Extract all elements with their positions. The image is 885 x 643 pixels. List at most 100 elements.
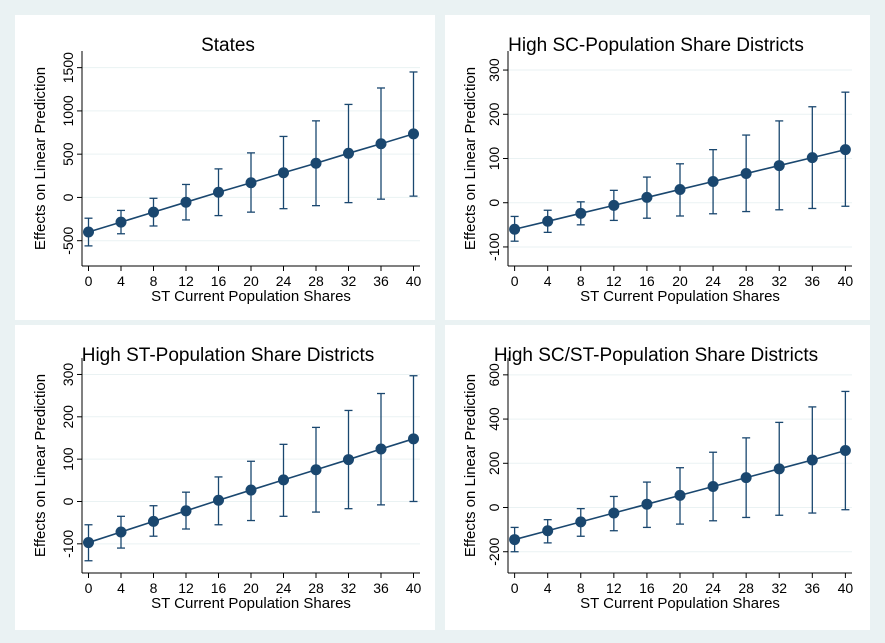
x-tick-label: 40 <box>838 580 854 596</box>
x-tick-label: 20 <box>672 580 688 596</box>
x-tick-label: 4 <box>544 273 552 289</box>
x-tick-label: 28 <box>738 273 754 289</box>
x-tick-label: 40 <box>406 273 422 289</box>
x-tick-label: 4 <box>117 273 125 289</box>
y-tick-label: 200 <box>60 405 76 429</box>
x-tick-label: 24 <box>705 580 721 596</box>
data-point <box>575 516 587 528</box>
y-tick-label: 1000 <box>60 95 76 126</box>
data-point <box>180 196 192 208</box>
data-point <box>509 534 521 546</box>
x-tick-label: 32 <box>341 273 357 289</box>
data-point <box>83 226 94 238</box>
x-tick-label: 8 <box>577 273 585 289</box>
x-tick-label: 24 <box>276 580 292 596</box>
x-tick-label: 4 <box>544 580 552 596</box>
x-tick-label: 40 <box>406 580 422 596</box>
data-point <box>213 186 224 198</box>
x-tick-label: 32 <box>771 580 787 596</box>
x-tick-label: 28 <box>308 273 324 289</box>
data-point <box>674 489 686 501</box>
data-point <box>278 167 289 179</box>
chart-title: States <box>201 35 255 56</box>
x-tick-label: 16 <box>639 273 655 289</box>
chart-panel-3: -100 0 100 200 300 0 4 8 12 16 20 24 28 32 36 40 High ST… <box>15 325 435 630</box>
x-tick-label: 32 <box>341 580 357 596</box>
data-point <box>839 144 851 156</box>
chart-title: High SC/ST-Population Share Districts <box>494 345 818 366</box>
x-tick-label: 28 <box>738 580 754 596</box>
y-tick-label: -100 <box>486 233 502 261</box>
y-tick-label: 600 <box>486 363 502 387</box>
data-point <box>608 507 620 519</box>
y-tick-label: 100 <box>486 147 502 171</box>
x-tick-label: 24 <box>276 273 292 289</box>
x-tick-label: 0 <box>511 273 519 289</box>
x-axis-label: ST Current Population Shares <box>580 288 780 305</box>
data-point <box>408 128 419 140</box>
y-axis-label: Effects on Linear Prediction <box>32 374 49 557</box>
data-point <box>542 525 554 537</box>
data-point <box>575 207 587 219</box>
x-tick-label: 40 <box>838 273 854 289</box>
chart-panel-4: -200 0 200 400 600 0 4 8 12 16 20 24 28 32 36 40 High SC… <box>445 325 870 630</box>
data-point <box>509 223 521 235</box>
x-tick-label: 0 <box>511 580 519 596</box>
data-point <box>806 152 818 164</box>
data-point <box>674 183 686 195</box>
data-point <box>740 168 752 180</box>
data-point <box>839 444 851 456</box>
data-point <box>343 147 354 159</box>
x-tick-label: 16 <box>211 273 227 289</box>
data-point <box>115 526 127 538</box>
data-point <box>148 515 159 527</box>
data-point <box>641 191 653 203</box>
x-tick-label: 12 <box>178 580 194 596</box>
x-tick-label: 8 <box>577 580 585 596</box>
data-point <box>375 138 387 150</box>
x-tick-label: 12 <box>606 580 622 596</box>
data-point <box>115 216 127 228</box>
x-tick-label: 12 <box>178 273 194 289</box>
chart-panel-1: -500 0 500 1000 1500 0 4 8 12 16 20 24 28 32 36 40 State… <box>15 15 435 320</box>
y-axis-label: Effects on Linear Prediction <box>32 67 49 250</box>
x-tick-label: 8 <box>150 580 158 596</box>
y-tick-label: -200 <box>486 538 502 566</box>
x-tick-label: 12 <box>606 273 622 289</box>
x-tick-label: 20 <box>243 580 259 596</box>
data-point <box>245 177 257 189</box>
data-point <box>542 215 554 227</box>
chart-svg-3: -100 0 100 200 300 0 4 8 12 16 20 24 28 32 36 40 High ST… <box>32 345 422 612</box>
x-tick-label: 28 <box>308 580 324 596</box>
y-tick-label: 500 <box>60 142 76 166</box>
x-tick-label: 4 <box>117 580 125 596</box>
data-point <box>278 474 289 486</box>
data-point <box>707 175 719 187</box>
data-point <box>83 537 94 549</box>
x-tick-label: 0 <box>85 273 93 289</box>
x-tick-label: 16 <box>639 580 655 596</box>
data-point <box>180 505 192 517</box>
data-point <box>310 464 322 476</box>
data-point <box>213 494 224 506</box>
y-axis-label: Effects on Linear Prediction <box>462 67 479 250</box>
y-tick-label: 0 <box>60 497 76 505</box>
chart-svg-2: -100 0 100 200 300 0 4 8 12 16 20 24 28 32 36 40 High SC… <box>462 35 854 305</box>
data-point <box>245 484 257 496</box>
y-tick-label: 200 <box>486 451 502 475</box>
data-point <box>343 454 354 466</box>
x-tick-label: 20 <box>672 273 688 289</box>
data-point <box>773 463 785 475</box>
y-axis-label: Effects on Linear Prediction <box>462 374 479 557</box>
y-tick-label: -100 <box>60 530 76 558</box>
y-tick-label: 300 <box>486 58 502 82</box>
data-point <box>408 433 419 445</box>
data-point <box>707 481 719 493</box>
data-point <box>806 454 818 466</box>
data-point <box>148 206 159 218</box>
chart-title: High ST-Population Share Districts <box>82 345 375 366</box>
x-tick-label: 24 <box>705 273 721 289</box>
y-tick-label: 1500 <box>60 52 76 83</box>
y-tick-label: 400 <box>486 407 502 431</box>
data-point <box>608 199 620 211</box>
